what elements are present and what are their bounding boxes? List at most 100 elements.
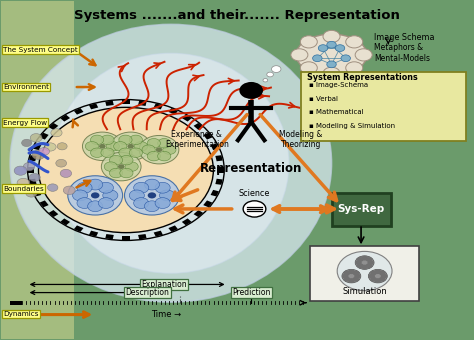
Circle shape [147, 138, 160, 148]
Circle shape [88, 201, 103, 211]
Circle shape [142, 145, 155, 154]
Circle shape [28, 173, 41, 182]
Circle shape [159, 190, 174, 201]
Polygon shape [28, 167, 35, 173]
Circle shape [272, 66, 281, 72]
Text: Experience &
Experimentation: Experience & Experimentation [165, 130, 229, 149]
Polygon shape [210, 143, 219, 150]
Circle shape [323, 30, 340, 42]
Circle shape [88, 179, 103, 190]
Circle shape [361, 256, 368, 260]
Bar [10, 301, 22, 305]
Polygon shape [33, 143, 41, 150]
Circle shape [125, 162, 138, 171]
Circle shape [128, 144, 134, 149]
Circle shape [145, 179, 159, 190]
Circle shape [103, 190, 118, 201]
Circle shape [341, 55, 350, 62]
Circle shape [63, 186, 76, 195]
Circle shape [157, 151, 171, 161]
Text: Explanation: Explanation [141, 280, 187, 289]
Polygon shape [74, 225, 83, 232]
Circle shape [45, 143, 55, 151]
Circle shape [145, 201, 159, 211]
Circle shape [344, 277, 350, 282]
Circle shape [101, 152, 141, 181]
Circle shape [109, 168, 123, 178]
Circle shape [118, 164, 125, 169]
Circle shape [361, 265, 368, 269]
Text: ▪ Mathematical: ▪ Mathematical [309, 109, 364, 116]
Circle shape [14, 166, 27, 175]
Text: Systems .......and their....... Representation: Systems .......and their....... Represen… [74, 9, 400, 22]
Ellipse shape [10, 24, 331, 302]
Circle shape [155, 182, 170, 193]
Circle shape [23, 163, 35, 171]
Circle shape [85, 141, 99, 151]
Polygon shape [105, 101, 114, 106]
Polygon shape [168, 108, 178, 115]
Circle shape [98, 182, 113, 193]
Text: Sys-Rep: Sys-Rep [337, 204, 385, 214]
Circle shape [379, 271, 385, 275]
Circle shape [39, 148, 49, 155]
Polygon shape [215, 179, 223, 185]
Circle shape [267, 72, 273, 77]
Circle shape [354, 274, 361, 278]
Circle shape [291, 49, 308, 61]
Circle shape [77, 198, 92, 208]
Circle shape [368, 269, 387, 283]
Circle shape [344, 271, 350, 275]
Polygon shape [193, 210, 203, 217]
Circle shape [163, 145, 176, 154]
Circle shape [68, 176, 123, 215]
Circle shape [77, 182, 92, 193]
Circle shape [106, 141, 119, 151]
Polygon shape [203, 200, 212, 207]
Circle shape [99, 144, 106, 149]
Circle shape [119, 148, 132, 157]
Circle shape [101, 135, 114, 144]
Circle shape [346, 36, 363, 48]
Polygon shape [182, 115, 191, 121]
Circle shape [38, 107, 213, 233]
Text: Science: Science [239, 189, 270, 198]
Text: System Representations: System Representations [307, 73, 418, 82]
Text: Simulation: Simulation [342, 287, 387, 296]
Circle shape [327, 41, 336, 48]
Text: Prediction: Prediction [232, 288, 270, 297]
Circle shape [33, 151, 44, 159]
Polygon shape [122, 100, 130, 104]
Circle shape [357, 263, 364, 268]
Polygon shape [39, 200, 49, 207]
Circle shape [243, 201, 266, 217]
Circle shape [352, 271, 359, 275]
Circle shape [370, 277, 377, 282]
Circle shape [313, 55, 322, 62]
Text: ▪ Verbal: ▪ Verbal [309, 96, 338, 102]
Text: Modeling &
Theorizing: Modeling & Theorizing [279, 130, 322, 149]
Polygon shape [29, 179, 36, 185]
Text: ▪ Image-Schema: ▪ Image-Schema [309, 82, 368, 88]
Polygon shape [89, 103, 98, 109]
Circle shape [57, 143, 67, 150]
Text: Dynamics: Dynamics [3, 311, 38, 317]
Polygon shape [182, 219, 191, 225]
Circle shape [119, 135, 132, 144]
Circle shape [381, 274, 387, 278]
Circle shape [147, 151, 160, 161]
Circle shape [27, 189, 36, 197]
Text: Energy Flow: Energy Flow [3, 120, 47, 125]
Circle shape [342, 269, 361, 283]
Polygon shape [138, 234, 146, 239]
Circle shape [139, 135, 179, 164]
Circle shape [21, 139, 32, 147]
Circle shape [114, 141, 127, 151]
Circle shape [355, 256, 374, 269]
Circle shape [301, 62, 317, 74]
Circle shape [370, 271, 377, 275]
FancyBboxPatch shape [331, 193, 391, 226]
Circle shape [98, 198, 113, 208]
Circle shape [129, 135, 143, 144]
Circle shape [301, 36, 317, 48]
